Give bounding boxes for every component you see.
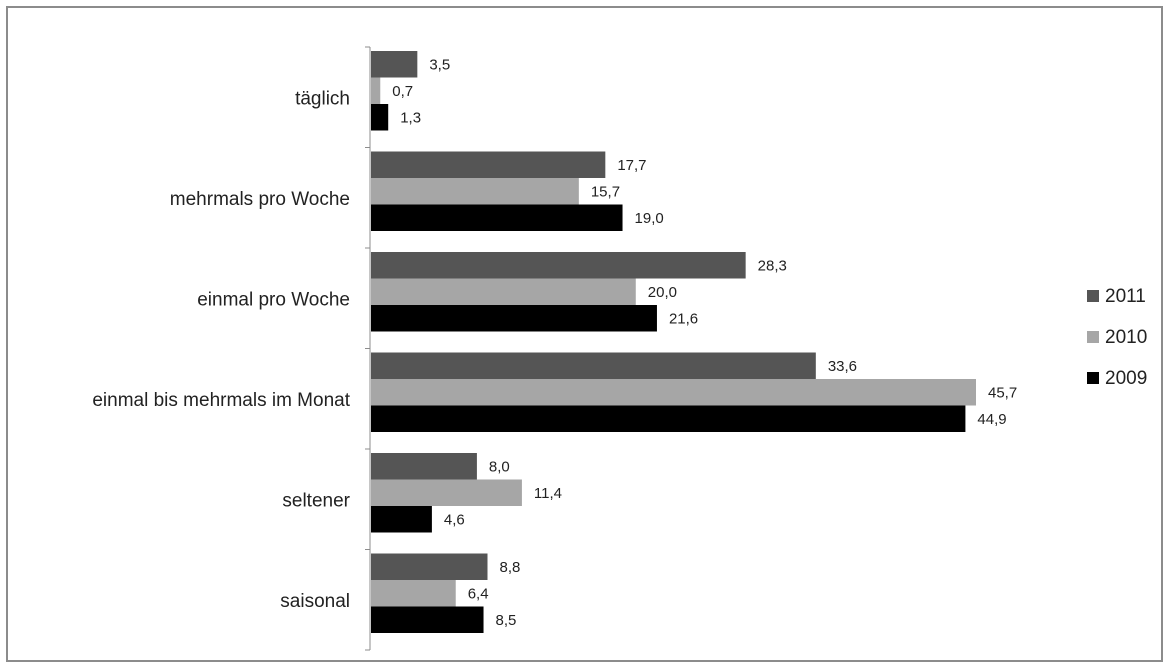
data-label: 21,6 [669,310,698,327]
bar-2009 [371,104,389,131]
legend-swatch-2009 [1087,372,1099,384]
bar-2011 [371,352,816,379]
legend-label-2011: 2011 [1105,286,1146,307]
bar-2010 [371,580,456,607]
bar-2010 [371,379,976,406]
category-label: mehrmals pro Woche [170,189,350,210]
data-label: 19,0 [635,210,664,227]
data-label: 8,5 [496,612,517,629]
bar-2009 [371,204,623,231]
data-label: 8,0 [489,458,510,475]
data-label: 20,0 [648,284,677,301]
bar-2009 [371,606,484,633]
bar-2010 [371,479,522,506]
data-label: 17,7 [617,157,646,174]
bar-2010 [371,77,381,104]
data-label: 4,6 [444,511,465,528]
data-label: 0,7 [392,83,413,100]
bar-2011 [371,453,477,480]
legend-label-2009: 2009 [1105,368,1147,389]
data-label: 6,4 [468,585,489,602]
bar-2009 [371,305,657,332]
category-label: einmal pro Woche [197,289,350,310]
data-label: 3,5 [429,56,450,73]
data-label: 45,7 [988,384,1017,401]
category-label: täglich [295,88,350,109]
category-label: seltener [282,490,350,511]
bar-2011 [371,252,746,279]
bar-2011 [371,151,606,178]
bar-2010 [371,178,579,205]
category-label: einmal bis mehrmals im Monat [92,390,350,411]
chart-frame [6,6,1163,662]
data-label: 1,3 [400,109,421,126]
bar-2009 [371,405,966,432]
data-label: 11,4 [534,485,562,502]
data-label: 8,8 [499,559,520,576]
legend-label-2010: 2010 [1105,327,1147,348]
bar-2011 [371,51,418,78]
data-label: 44,9 [977,411,1006,428]
legend-swatch-2011 [1087,290,1099,302]
legend-swatch-2010 [1087,331,1099,343]
data-label: 15,7 [591,183,620,200]
bar-2010 [371,278,636,305]
bar-2011 [371,553,488,580]
data-label: 28,3 [758,257,787,274]
bar-2009 [371,506,432,533]
category-label: saisonal [280,591,350,612]
data-label: 33,6 [828,358,857,375]
